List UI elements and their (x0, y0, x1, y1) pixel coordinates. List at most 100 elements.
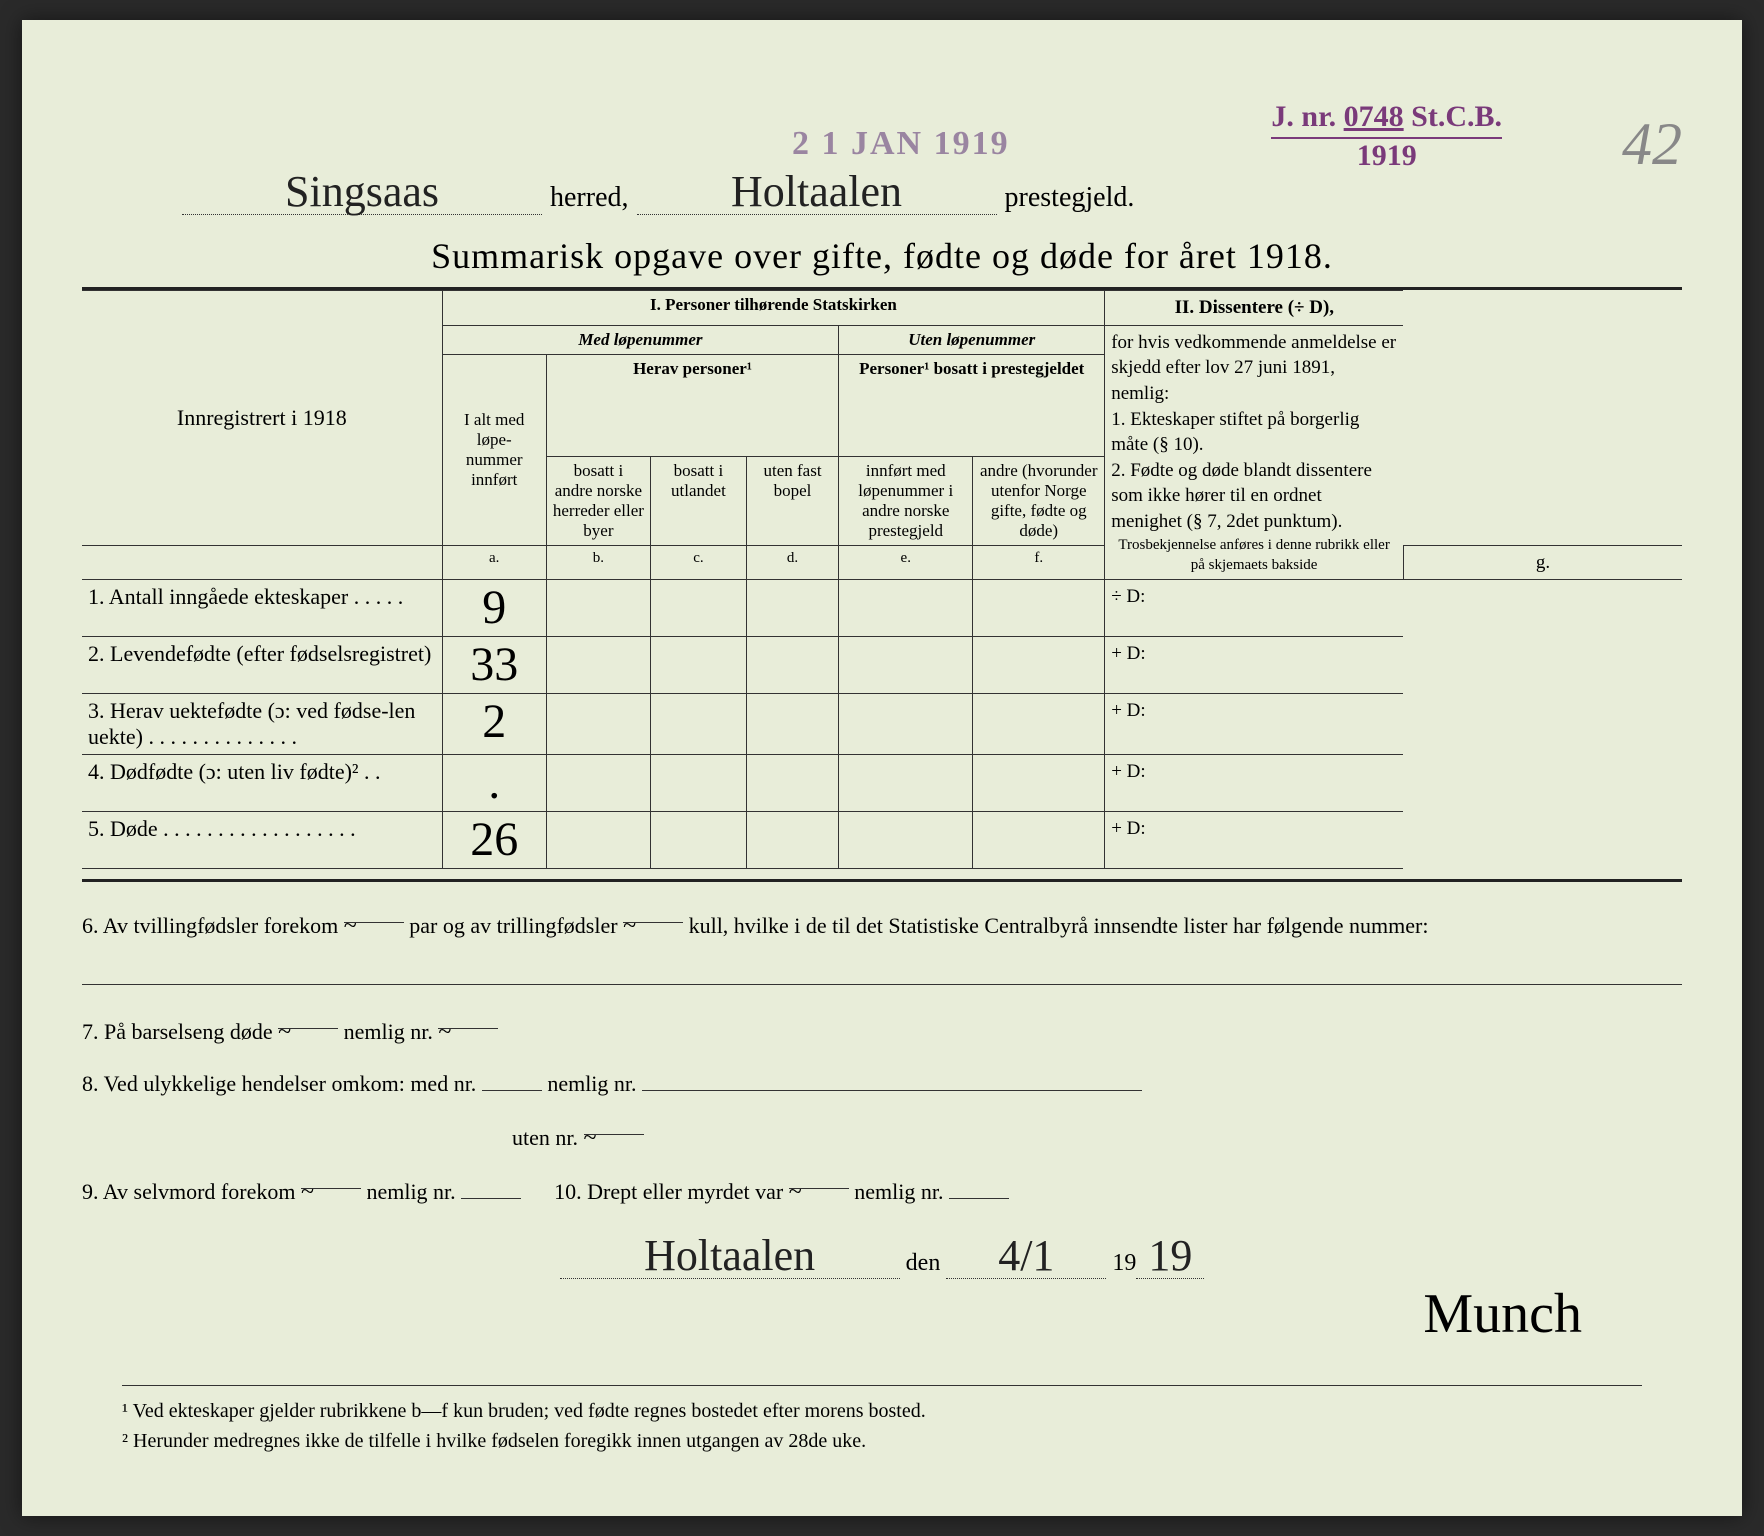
row4-a: . (442, 755, 546, 812)
diss-text2: 1. Ekteskaper stiftet på borgerlig måte … (1111, 409, 1359, 456)
footnote1: ¹ Ved ekteskaper gjelder rubrikkene b—f … (122, 1396, 1642, 1426)
row3-f (973, 694, 1105, 755)
document-page: 2 1 JAN 1919 J. nr. 0748 St.C.B. 1919 42… (22, 20, 1742, 1516)
row3-label: 3. Herav uektefødte (ɔ: ved fødse-len ue… (82, 694, 442, 755)
row2-f (973, 637, 1105, 694)
uten-lope-header: Uten løpenummer (839, 325, 1105, 354)
herav-personer-header: Herav personer¹ (546, 354, 838, 456)
q8c: uten nr. ~ (82, 1114, 1682, 1160)
q9-q10: 9. Av selvmord forekom ~ nemlig nr. 10. … (82, 1168, 1682, 1214)
row1-a: 9 (442, 580, 546, 637)
col-b-letter: b. (546, 545, 650, 580)
col-c-letter: c. (651, 545, 747, 580)
row1-label: 1. Antall inngåede ekteskaper . . . . . (82, 580, 442, 637)
diss-text3: 2. Fødte og døde blandt dissentere som i… (1111, 460, 1372, 532)
jnr-prefix: J. nr. (1271, 100, 1336, 133)
col-a-letter: a. (442, 545, 546, 580)
q6-blank (82, 956, 1682, 1000)
row2-label: 2. Levendefødte (efter fødselsregistret) (82, 637, 442, 694)
table-row: 4. Dødfødte (ɔ: uten liv fødte)² . . . +… (82, 755, 1682, 812)
col-e-letter: e. (839, 545, 973, 580)
q8: 8. Ved ulykkelige hendelser omkom: med n… (82, 1062, 1682, 1106)
row5-label: 5. Døde . . . . . . . . . . . . . . . . … (82, 812, 442, 869)
q6: 6. Av tvillingfødsler forekom ~ par og a… (82, 902, 1682, 948)
row5-g: + D: (1105, 812, 1404, 869)
row3-a: 2 (442, 694, 546, 755)
col-g-letter: g. (1403, 545, 1682, 580)
row2-g: + D: (1105, 637, 1404, 694)
col-a-header: I alt med løpe-nummer innført (442, 354, 546, 545)
col-e-header: innført med løpenummer i andre norske pr… (839, 456, 973, 545)
row2-b (546, 637, 650, 694)
row2-e (839, 637, 973, 694)
row1-g: ÷ D: (1105, 580, 1404, 637)
diss-text1: for hvis vedkommende anmeldelse er skjed… (1111, 332, 1396, 404)
year-prefix: 19 (1112, 1250, 1136, 1276)
row5-d (746, 812, 838, 869)
section2-header: II. Dissentere (÷ D), (1105, 291, 1404, 326)
prestegjeld-label: prestegjeld. (1005, 182, 1135, 214)
prestegjeld-value: Holtaalen (637, 170, 997, 215)
divider2 (82, 879, 1682, 882)
table-row: 1. Antall inngåede ekteskaper . . . . . … (82, 580, 1682, 637)
sig-date: 4/1 (946, 1234, 1106, 1279)
row4-e (839, 755, 973, 812)
q7: 7. På barselseng døde ~ nemlig nr. ~ (82, 1008, 1682, 1054)
col-b-header: bosatt i andre norske herreder eller bye… (546, 456, 650, 545)
row5-f (973, 812, 1105, 869)
herred-label: herred, (550, 182, 629, 214)
footnote2: ² Herunder medregnes ikke de tilfelle i … (122, 1426, 1642, 1456)
col-d-header: uten fast bopel (746, 456, 838, 545)
row4-d (746, 755, 838, 812)
row4-f (973, 755, 1105, 812)
dissenter-text: for hvis vedkommende anmeldelse er skjed… (1105, 325, 1404, 580)
jnr-year: 1919 (1271, 137, 1502, 172)
row3-c (651, 694, 747, 755)
table-row: 5. Døde . . . . . . . . . . . . . . . . … (82, 812, 1682, 869)
row2-c (651, 637, 747, 694)
row4-label: 4. Dødfødte (ɔ: uten liv fødte)² . . (82, 755, 442, 812)
main-table: Innregistrert i 1918 I. Personer tilhøre… (82, 290, 1682, 869)
col-f-header: andre (hvorunder utenfor Norge gifte, fø… (973, 456, 1105, 545)
row1-e (839, 580, 973, 637)
den-label: den (906, 1250, 941, 1276)
row2-d (746, 637, 838, 694)
row2-a: 33 (442, 637, 546, 694)
diss-text4: Trosbekjennelse anføres i denne rubrikk … (1111, 535, 1397, 576)
form-title: Summarisk opgave over gifte, fødte og dø… (82, 235, 1682, 277)
row3-b (546, 694, 650, 755)
jnr-number: 0748 (1344, 100, 1404, 133)
row3-d (746, 694, 838, 755)
col-f-letter: f. (973, 545, 1105, 580)
spacer (82, 545, 442, 580)
journal-number-stamp: J. nr. 0748 St.C.B. 1919 (1271, 100, 1502, 172)
year-suffix: 19 (1136, 1234, 1204, 1279)
innregistrert-label: Innregistrert i 1918 (82, 291, 442, 546)
row5-a: 26 (442, 812, 546, 869)
row4-g: + D: (1105, 755, 1404, 812)
footnotes: ¹ Ved ekteskaper gjelder rubrikkene b—f … (122, 1385, 1642, 1456)
personer-bosatt-header: Personer¹ bosatt i prestegjeldet (839, 354, 1105, 456)
table-row: 2. Levendefødte (efter fødselsregistret)… (82, 637, 1682, 694)
date-stamp: 2 1 JAN 1919 (792, 125, 1010, 163)
row1-c (651, 580, 747, 637)
row5-e (839, 812, 973, 869)
pencil-page-number: 42 (1622, 110, 1682, 179)
row3-g: + D: (1105, 694, 1404, 755)
signature-line: Holtaalen den 4/1 1919 (82, 1234, 1682, 1279)
row4-b (546, 755, 650, 812)
row1-b (546, 580, 650, 637)
row1-d (746, 580, 838, 637)
row1-f (973, 580, 1105, 637)
questions-section: 6. Av tvillingfødsler forekom ~ par og a… (82, 902, 1682, 1214)
herred-value: Singsaas (182, 170, 542, 215)
table-row: 3. Herav uektefødte (ɔ: ved fødse-len ue… (82, 694, 1682, 755)
header-line: Singsaas herred, Holtaalen prestegjeld. (82, 170, 1682, 215)
row3-e (839, 694, 973, 755)
col-c-header: bosatt i utlandet (651, 456, 747, 545)
jnr-suffix: St.C.B. (1411, 100, 1502, 133)
col-d-letter: d. (746, 545, 838, 580)
row4-c (651, 755, 747, 812)
row5-b (546, 812, 650, 869)
med-lope-header: Med løpenummer (442, 325, 839, 354)
